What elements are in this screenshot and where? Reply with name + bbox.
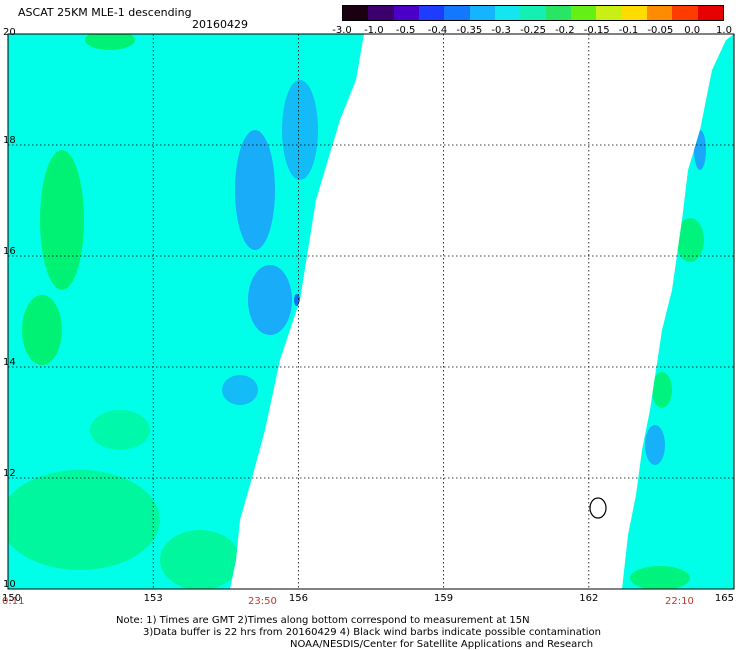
color-scale-swatch	[697, 6, 723, 20]
lat-tick-label: 14	[3, 357, 16, 368]
land-outline	[589, 497, 607, 519]
color-scale-swatch	[444, 6, 470, 20]
green-patch	[652, 372, 672, 408]
blue-patch	[282, 80, 318, 180]
blue-patch	[222, 375, 258, 405]
color-scale-swatch	[343, 6, 369, 20]
color-scale-swatch	[494, 6, 521, 20]
product-date: 20160429	[192, 18, 248, 31]
blue-patch	[645, 425, 665, 465]
color-scale-swatch	[596, 6, 622, 20]
green-patch	[8, 470, 160, 570]
green-patch	[85, 34, 135, 50]
swath-left	[8, 34, 364, 589]
product-title: ASCAT 25KM MLE-1 descending	[18, 6, 192, 19]
green-patch	[630, 566, 690, 589]
lon-tick-label: 156	[289, 593, 308, 604]
lon-tick-label: 159	[434, 593, 453, 604]
color-scale-labels: -3.0 -1.0 -0.5 -0.4 -0.35 -0.3 -0.25 -0.2 -0.15-…	[330, 25, 732, 37]
color-scale-label: -0.3	[491, 25, 511, 36]
time-left: 0:11	[2, 596, 25, 607]
color-scale-swatch	[418, 6, 445, 20]
lon-tick-label: 150	[2, 593, 21, 604]
color-scale-swatch	[393, 6, 419, 20]
color-scale-swatch	[646, 6, 673, 20]
green-patch	[160, 530, 240, 589]
color-scale-label: 0.0	[684, 25, 701, 36]
lon-tick-label: 153	[144, 593, 163, 604]
color-scale-swatch	[621, 6, 647, 20]
color-scale-swatch	[570, 6, 597, 20]
lon-tick-label: 162	[579, 593, 598, 604]
blue-patch	[248, 265, 292, 335]
time-middle: 23:50	[248, 596, 277, 607]
lon-tick-label: 165	[715, 593, 734, 604]
note-line-2: 3)Data buffer is 22 hrs from 20160429 4)…	[143, 627, 601, 638]
color-scale-label: 1.0	[716, 25, 732, 36]
lat-tick-label: 12	[3, 468, 16, 479]
color-scale-swatch	[545, 6, 571, 20]
color-scale-bar	[342, 5, 724, 21]
swath-left-base	[8, 34, 364, 589]
green-patch	[22, 295, 62, 365]
map-border	[7, 33, 735, 590]
color-scale-swatch	[672, 6, 698, 20]
color-scale-label: -3.0	[332, 25, 352, 36]
green-patch	[90, 410, 150, 450]
axis-tick-labels: 150 153 156 159 162 165 20 18 16 14 12 10	[2, 27, 734, 604]
blue-patch	[694, 130, 706, 170]
color-scale-label: -0.1	[618, 25, 639, 36]
color-scale-label: -0.15	[583, 25, 610, 36]
lat-tick-label: 10	[3, 579, 16, 590]
swath-right	[622, 34, 734, 589]
color-scale-label: -0.25	[520, 25, 546, 36]
note-line-1: Note: 1) Times are GMT 2)Times along bot…	[116, 615, 530, 626]
color-scale-label: -0.4	[427, 25, 448, 36]
color-scale-swatch	[469, 6, 495, 20]
time-right: 22:10	[665, 596, 694, 607]
map-grid	[8, 34, 734, 589]
color-scale-label: -0.5	[395, 25, 416, 36]
green-patch	[676, 218, 704, 262]
lat-tick-label: 16	[3, 246, 16, 257]
lat-tick-label: 20	[3, 27, 16, 38]
blue-patch	[235, 130, 275, 250]
green-patch	[40, 150, 84, 290]
color-scale-label: -1.0	[364, 25, 384, 36]
note-line-3: NOAA/NESDIS/Center for Satellite Applica…	[290, 639, 594, 650]
color-scale-swatch	[520, 6, 546, 20]
lat-tick-label: 18	[3, 135, 16, 146]
color-scale-label: -0.35	[456, 25, 483, 36]
color-scale-label: -0.2	[555, 25, 575, 36]
color-scale-swatch	[368, 6, 394, 20]
color-scale-label: -0.05	[647, 25, 674, 36]
